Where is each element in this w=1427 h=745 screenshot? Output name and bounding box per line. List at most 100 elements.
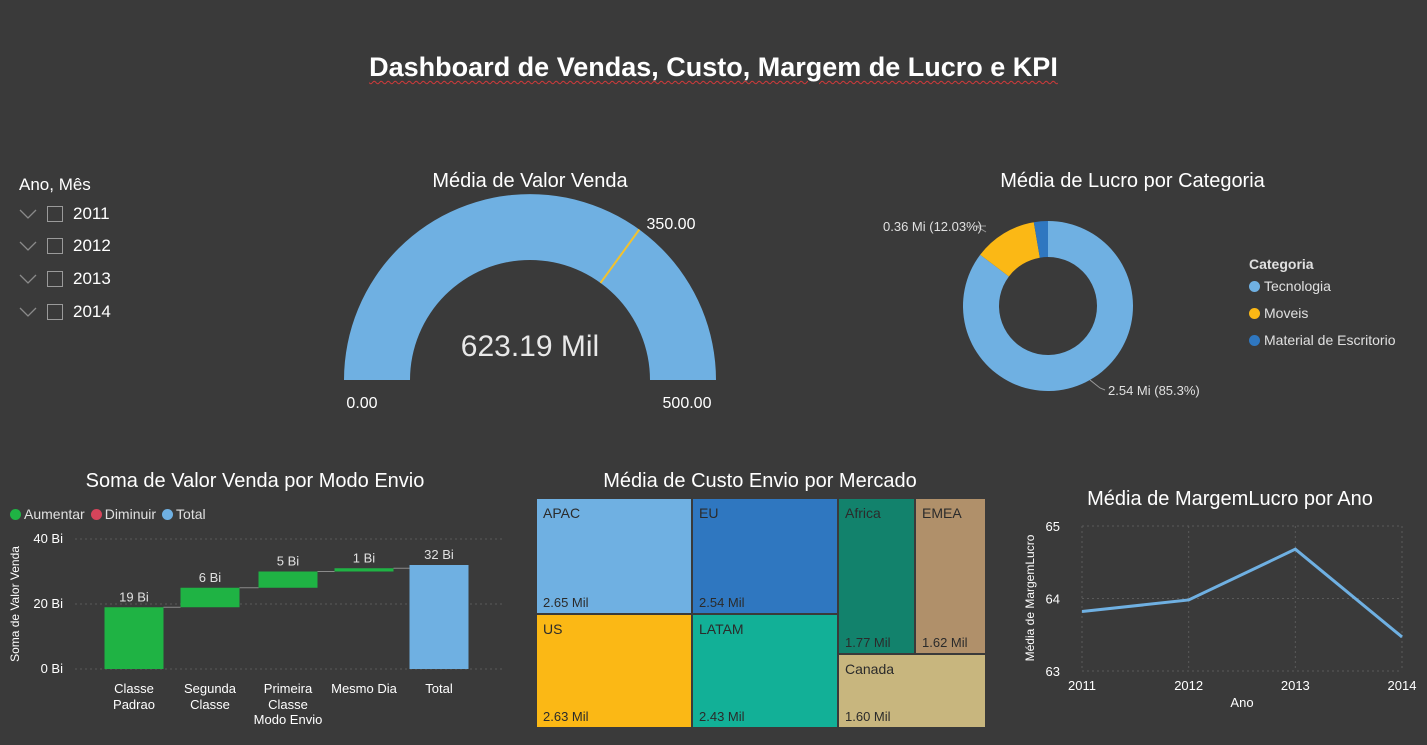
waterfall-bar[interactable] [180, 587, 240, 608]
waterfall-x-tick: Classe [190, 697, 230, 712]
treemap-tile-eu[interactable]: EU 2.54 Mil [692, 498, 838, 614]
legend-dot-icon [90, 508, 102, 520]
line-x-tick: 2011 [1068, 678, 1096, 693]
donut-legend-item[interactable]: Material de Escritorio [1249, 332, 1396, 348]
waterfall-x-tick: Mesmo Dia [331, 681, 398, 696]
gauge-value-label: 623.19 Mil [461, 330, 599, 363]
waterfall-x-tick: Total [425, 681, 453, 696]
slicer-item-label: 2011 [73, 204, 110, 223]
treemap-tile-value: 2.54 Mil [699, 595, 745, 610]
legend-dot-icon [10, 508, 21, 520]
waterfall-bar[interactable] [334, 568, 394, 572]
waterfall-x-tick: Classe [114, 681, 154, 696]
treemap-tile-us[interactable]: US 2.63 Mil [536, 614, 692, 728]
slicer-checkbox[interactable] [47, 304, 63, 320]
line-chart: 63 64 65 2011 2012 2013 2014 Média de MargemLu… [1023, 519, 1417, 710]
treemap-tile-value: 2.43 Mil [699, 709, 745, 724]
dashboard-title-text: Dashboard de Vendas, Custo, Margem de Lu… [369, 52, 1058, 82]
waterfall-y-tick: 20 Bi [33, 596, 63, 611]
donut-legend: Categoria Tecnologia Moveis Material de Es… [1249, 256, 1396, 348]
slicer-title: Ano, Mês [19, 175, 91, 194]
donut-legend-label: Tecnologia [1264, 278, 1331, 294]
donut-title: Média de Lucro por Categoria [1000, 170, 1265, 192]
treemap-chart: APAC 2.65 Mil EU 2.54 Mil US 2.63 Mil LATAM 2.4… [536, 498, 986, 728]
treemap-title: Média de Custo Envio por Mercado [603, 470, 917, 492]
line-x-axis-title: Ano [1230, 695, 1253, 710]
treemap-tile-value: 1.60 Mil [845, 709, 891, 724]
donut-slice-material-de-escritorio[interactable] [1033, 221, 1048, 258]
treemap-tile-apac[interactable]: APAC 2.65 Mil [536, 498, 692, 614]
chevron-down-icon[interactable] [19, 272, 37, 286]
line-x-tick: 2014 [1388, 678, 1417, 693]
waterfall-x-axis-title: Modo Envio [254, 712, 323, 727]
slicer-checkbox[interactable] [47, 238, 63, 254]
waterfall-x-tick: Padrao [113, 697, 155, 712]
waterfall-title: Soma de Valor Venda por Modo Envio [85, 470, 425, 492]
treemap-tile-value: 2.65 Mil [543, 595, 589, 610]
donut-chart: 2.54 Mi (85.3%) 0.36 Mi (12.03%) [883, 219, 1200, 398]
chevron-down-icon[interactable] [19, 305, 37, 319]
donut-label-big: 2.54 Mi (85.3%) [1108, 383, 1200, 398]
waterfall-x-tick: Segunda [184, 681, 237, 696]
slicer-item-2012[interactable]: 2012 [19, 235, 111, 257]
gauge-min-label: 0.00 [346, 395, 377, 412]
treemap-tile-name: US [543, 621, 563, 637]
donut-legend-label: Moveis [1264, 305, 1309, 321]
legend-dot-icon [1249, 280, 1260, 292]
donut-leader-big [1089, 379, 1106, 391]
waterfall-data-label: 5 Bi [277, 554, 300, 569]
waterfall-legend: Aumentar Diminuir Total [10, 506, 212, 522]
donut-slice-tecnologia[interactable] [963, 221, 1133, 391]
waterfall-bar[interactable] [104, 607, 164, 669]
donut-segments [963, 221, 1133, 391]
gauge-chart: 623.19 Mil 0.00 500.00 350.00 [344, 194, 716, 412]
waterfall-data-label: 19 Bi [119, 589, 149, 604]
line-grid: 63 64 65 2011 2012 2013 2014 [1046, 519, 1417, 693]
treemap-tile-name: EMEA [922, 505, 962, 521]
donut-legend-item[interactable]: Moveis [1249, 305, 1396, 321]
donut-legend-label: Material de Escritorio [1264, 332, 1396, 348]
slicer-item-2014[interactable]: 2014 [19, 301, 111, 323]
gauge-title: Média de Valor Venda [432, 170, 628, 192]
slicer-item-label: 2013 [73, 269, 111, 288]
chevron-down-icon[interactable] [19, 239, 37, 253]
treemap-tile-value: 2.63 Mil [543, 709, 589, 724]
chevron-down-icon[interactable] [19, 207, 37, 221]
waterfall-x-tick: Classe [268, 697, 308, 712]
line-title: Média de MargemLucro por Ano [1087, 488, 1373, 510]
treemap-tile-name: LATAM [699, 621, 744, 637]
waterfall-grid: 0 Bi 20 Bi 40 Bi [33, 531, 505, 676]
waterfall-legend-label: Aumentar [24, 506, 85, 522]
treemap-tile-value: 1.62 Mil [922, 635, 968, 650]
waterfall-x-tick: Primeira [264, 681, 313, 696]
slicer-checkbox[interactable] [47, 271, 63, 287]
treemap-tile-name: EU [699, 505, 719, 521]
treemap-tile-canada[interactable]: Canada 1.60 Mil [838, 654, 986, 728]
donut-legend-item[interactable]: Tecnologia [1249, 278, 1396, 294]
donut-slice-moveis[interactable] [980, 222, 1040, 277]
gauge-target-line [599, 228, 641, 284]
slicer-checkbox[interactable] [47, 206, 63, 222]
dashboard-title: Dashboard de Vendas, Custo, Margem de Lu… [0, 52, 1427, 83]
treemap-tile-emea[interactable]: EMEA 1.62 Mil [915, 498, 986, 654]
donut-leader-small [974, 225, 987, 233]
treemap-tile-latam[interactable]: LATAM 2.43 Mil [692, 614, 838, 728]
legend-dot-icon [1249, 334, 1260, 346]
slicer-item-2013[interactable]: 2013 [19, 268, 111, 290]
gauge-target-label: 350.00 [647, 216, 696, 233]
treemap-tile-africa[interactable]: Africa 1.77 Mil [838, 498, 915, 654]
waterfall-data-label: 1 Bi [353, 550, 376, 565]
treemap-tile-value: 1.77 Mil [845, 635, 891, 650]
legend-dot-icon [1249, 307, 1260, 319]
slicer-item-2011[interactable]: 2011 [19, 203, 110, 225]
line-y-tick: 63 [1046, 664, 1060, 679]
gauge-arc [344, 194, 716, 380]
waterfall-bar[interactable] [258, 571, 318, 588]
donut-legend-title: Categoria [1249, 256, 1314, 272]
waterfall-bar[interactable] [409, 565, 469, 669]
waterfall-y-tick: 0 Bi [41, 661, 64, 676]
slicer-item-label: 2012 [73, 236, 111, 255]
waterfall-y-tick: 40 Bi [33, 531, 63, 546]
legend-dot-icon [162, 508, 174, 520]
